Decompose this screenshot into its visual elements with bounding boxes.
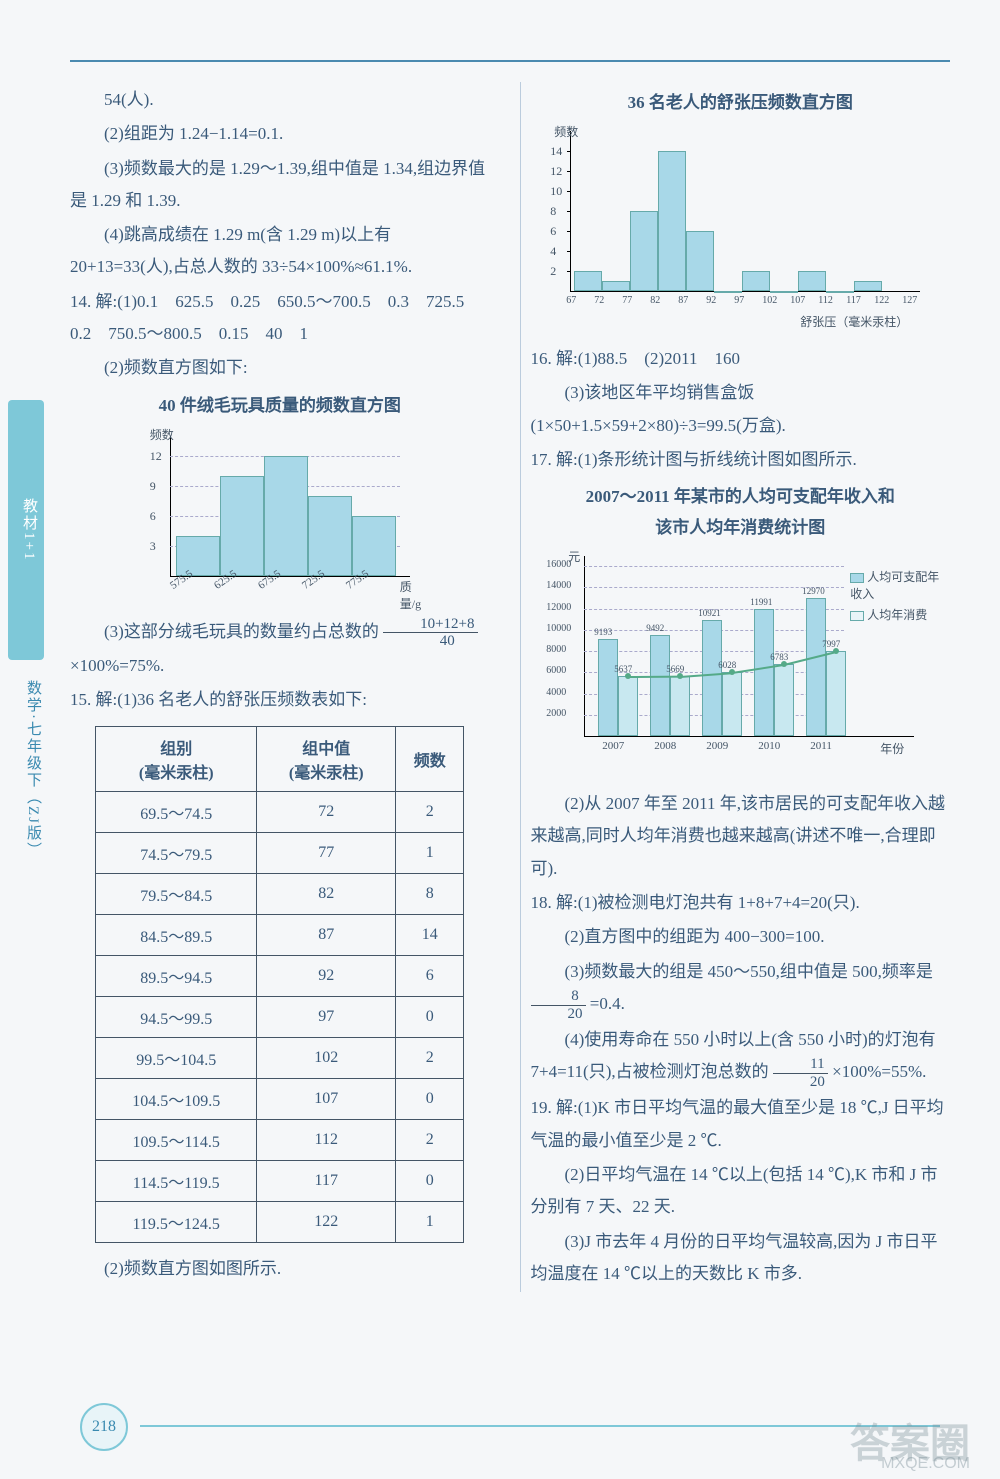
chart2-title: 36 名老人的舒张压频数直方图: [531, 88, 951, 113]
table-row: 84.5～89.58714: [96, 915, 464, 956]
table-header: 组中值(毫米汞柱): [257, 727, 396, 792]
frequency-table: 组别(毫米汞柱)组中值(毫米汞柱)频数 69.5～74.572274.5～79.…: [95, 726, 464, 1243]
text: 18. 解:(1)被检测电灯泡共有 1+8+7+4=20(只).: [531, 887, 951, 919]
right-column: 36 名老人的舒张压频数直方图 频数 舒张压（毫米汞柱） 24681012146…: [520, 82, 951, 1292]
text: (3)J 市去年 4 月份的日平均气温较高,因为 J 市日平均温度在 14 ℃以…: [531, 1226, 951, 1291]
page-number: 218: [80, 1403, 128, 1451]
chart2-histogram: 频数 舒张压（毫米汞柱） 246810121467727782879297102…: [540, 123, 940, 333]
text: 15. 解:(1)36 名老人的舒张压频数表如下:: [70, 684, 490, 716]
table-row: 79.5～84.5828: [96, 874, 464, 915]
sidebar-tab: 教材1+1: [8, 400, 44, 660]
footer-rule: [140, 1425, 940, 1427]
text: (3)频数最大的是 1.29～1.39,组中值是 1.34,组边界值是 1.29…: [70, 153, 490, 218]
ylabel: 频数: [554, 123, 578, 140]
text: 16. 解:(1)88.5 (2)2011 160: [531, 343, 951, 375]
text: (3)该地区年平均销售盒饭(1×50+1.5×59+2×80)÷3=99.5(万…: [531, 377, 951, 442]
text: (4)跳高成绩在 1.29 m(含 1.29 m)以上有 20+13=33(人)…: [70, 219, 490, 284]
text: (2)组距为 1.24−1.14=0.1.: [70, 118, 490, 150]
text: (2)日平均气温在 14 ℃以上(包括 14 ℃),K 市和 J 市分别有 7 …: [531, 1159, 951, 1224]
text: (2)频数直方图如下:: [70, 352, 490, 384]
watermark-sub: MXQE.COM: [881, 1455, 970, 1473]
table-row: 109.5～114.51122: [96, 1120, 464, 1161]
text: (4)使用寿命在 550 小时以上(含 550 小时)的灯泡有 7+4=11(只…: [531, 1024, 951, 1090]
table-header: 频数: [396, 727, 464, 792]
table-row: 74.5～79.5771: [96, 833, 464, 874]
table-row: 69.5～74.5722: [96, 792, 464, 833]
table-row: 99.5～104.51022: [96, 1038, 464, 1079]
chart3-title2: 该市人均年消费统计图: [531, 513, 951, 538]
text: (3)频数最大的组是 450～550,组中值是 500,频率是 820 =0.4…: [531, 956, 951, 1022]
text: 19. 解:(1)K 市日平均气温的最大值至少是 18 ℃,J 日平均气温的最小…: [531, 1092, 951, 1157]
ylabel: 频数: [150, 426, 174, 443]
text: 14. 解:(1)0.1 625.5 0.25 650.5～700.5 0.3 …: [70, 286, 490, 351]
text: (2)从 2007 年至 2011 年,该市居民的可支配年收入越来越高,同时人均…: [531, 788, 951, 885]
left-column: 54(人). (2)组距为 1.24−1.14=0.1. (3)频数最大的是 1…: [70, 82, 500, 1292]
chart3-title1: 2007～2011 年某市的人均可支配年收入和: [531, 482, 951, 507]
xlabel: 舒张压（毫米汞柱）: [800, 313, 908, 330]
chart3-bar-line: 元 年份 人均可支配年收入 人均年消费 20004000600080001000…: [540, 548, 940, 778]
table-row: 89.5～94.5926: [96, 956, 464, 997]
text: 17. 解:(1)条形统计图与折线统计图如图所示.: [531, 444, 951, 476]
table-row: 94.5～99.5970: [96, 997, 464, 1038]
table-row: 114.5～119.51170: [96, 1161, 464, 1202]
table-header: 组别(毫米汞柱): [96, 727, 257, 792]
chart1-histogram: 频数 质量/g 36912575.5625.5675.5725.5775.5: [130, 426, 430, 606]
xlabel: 质量/g: [400, 578, 430, 612]
table-row: 119.5～124.51221: [96, 1202, 464, 1243]
text: (2)直方图中的组距为 400−300=100.: [531, 921, 951, 953]
text: (3)这部分绒毛玩具的数量约占总数的 10+12+840 ×100%=75%.: [70, 616, 490, 682]
chart1-title: 40 件绒毛玩具质量的频数直方图: [70, 391, 490, 416]
table-row: 104.5～109.51070: [96, 1079, 464, 1120]
text: (2)频数直方图如图所示.: [70, 1253, 490, 1285]
xlabel: 年份: [880, 740, 904, 757]
text: 54(人).: [70, 84, 490, 116]
sidebar-label: 数学·七年级下（ZJ版）: [8, 680, 44, 859]
